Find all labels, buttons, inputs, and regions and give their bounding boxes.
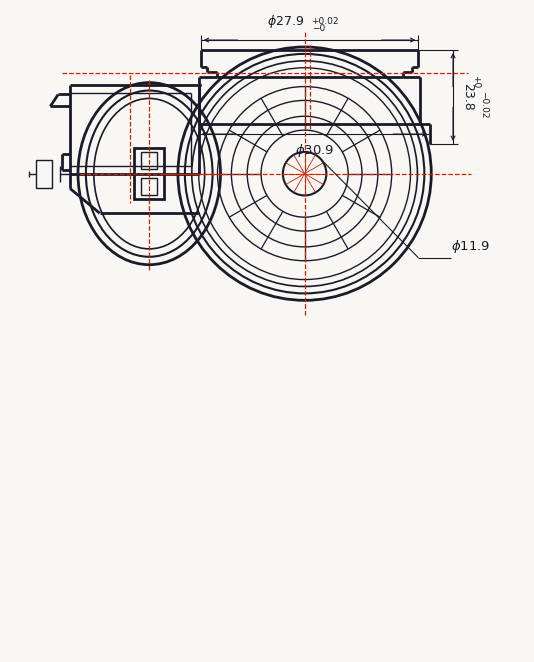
Text: $\phi$11.9: $\phi$11.9 <box>451 238 490 255</box>
Bar <box>142 178 157 195</box>
Bar <box>135 148 164 199</box>
Text: $\phi$27.9: $\phi$27.9 <box>268 13 304 30</box>
Text: +0.02: +0.02 <box>311 17 339 26</box>
Text: 23.8: 23.8 <box>461 83 474 111</box>
Text: −0.02: −0.02 <box>479 91 488 118</box>
Bar <box>142 152 157 169</box>
Text: −0: −0 <box>311 24 325 33</box>
Text: +0: +0 <box>471 75 480 89</box>
Bar <box>36 160 52 187</box>
Text: $\phi$30.9: $\phi$30.9 <box>295 142 334 159</box>
